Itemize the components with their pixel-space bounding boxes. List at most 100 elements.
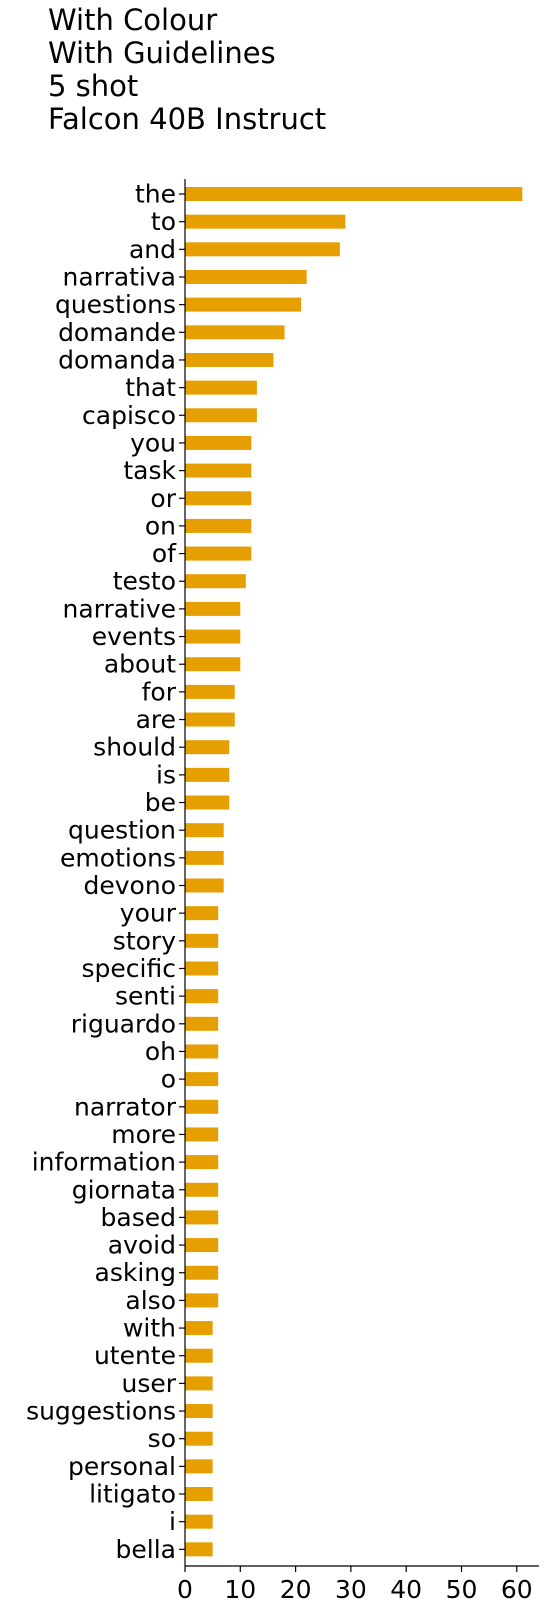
bar xyxy=(185,1044,219,1059)
category-label: question xyxy=(68,816,176,845)
bar xyxy=(185,546,252,561)
bar xyxy=(185,1016,219,1031)
bar xyxy=(185,767,230,782)
category-label: oh xyxy=(145,1037,176,1066)
bar xyxy=(185,1348,213,1363)
bar xyxy=(185,325,285,340)
bar xyxy=(185,1293,219,1308)
category-label: narrator xyxy=(74,1092,177,1121)
bar xyxy=(185,1265,219,1280)
category-label: be xyxy=(145,788,176,817)
category-label: litigato xyxy=(89,1480,176,1509)
bar xyxy=(185,850,224,865)
category-label: user xyxy=(121,1369,176,1398)
category-label: task xyxy=(123,456,176,485)
bar xyxy=(185,933,219,948)
bar xyxy=(185,989,219,1004)
category-label: more xyxy=(111,1120,176,1149)
bar xyxy=(185,1459,213,1474)
category-label: personal xyxy=(68,1452,176,1481)
bar xyxy=(185,1210,219,1225)
category-label: giornata xyxy=(72,1175,176,1204)
category-label: is xyxy=(156,760,176,789)
bar xyxy=(185,878,224,893)
bar xyxy=(185,795,230,810)
bar xyxy=(185,712,235,727)
bar xyxy=(185,518,252,533)
category-label: utente xyxy=(94,1341,176,1370)
category-label: for xyxy=(142,677,177,706)
category-label: or xyxy=(150,484,176,513)
chart-title-line: Falcon 40B Instruct xyxy=(48,102,327,136)
x-tick-label: 20 xyxy=(280,1575,312,1604)
category-label: specific xyxy=(82,954,176,983)
bar xyxy=(185,187,523,201)
x-tick-label: 50 xyxy=(446,1575,478,1604)
bar xyxy=(185,214,346,229)
bar xyxy=(185,629,241,644)
category-label: information xyxy=(32,1148,176,1177)
bar xyxy=(185,1321,213,1336)
bar xyxy=(185,1431,213,1446)
bar xyxy=(185,1404,213,1419)
category-label: emotions xyxy=(60,843,176,872)
category-label: narrativa xyxy=(63,262,176,291)
bar xyxy=(185,435,252,450)
category-label: and xyxy=(129,235,176,264)
bar xyxy=(185,657,241,672)
bar xyxy=(185,601,241,616)
category-label: based xyxy=(101,1203,176,1232)
bar xyxy=(185,1514,213,1529)
x-tick-label: 0 xyxy=(177,1575,193,1604)
bar xyxy=(185,463,252,478)
chart-title-line: With Guidelines xyxy=(48,36,276,70)
category-label: on xyxy=(145,511,176,540)
category-label: senti xyxy=(115,982,176,1011)
category-label: riguardo xyxy=(71,1009,176,1038)
bar xyxy=(185,823,224,838)
bar xyxy=(185,1072,219,1087)
category-label: are xyxy=(136,705,176,734)
bar xyxy=(185,1127,219,1142)
bar xyxy=(185,684,235,699)
category-label: so xyxy=(148,1424,176,1453)
bar xyxy=(185,1542,213,1557)
x-tick-label: 30 xyxy=(335,1575,367,1604)
bars-group xyxy=(185,187,523,1557)
x-tick-label: 10 xyxy=(224,1575,256,1604)
category-labels: thetoandnarrativaquestionsdomandedomanda… xyxy=(26,180,185,1564)
category-label: bella xyxy=(116,1535,176,1564)
category-label: questions xyxy=(55,290,176,319)
chart-title: With Colour With Guidelines 5 shot Falco… xyxy=(48,4,326,136)
category-label: to xyxy=(151,207,176,236)
bar xyxy=(185,906,219,921)
category-label: i xyxy=(169,1507,176,1536)
category-label: also xyxy=(125,1286,176,1315)
category-label: the xyxy=(135,180,176,209)
bar xyxy=(185,740,230,755)
bar xyxy=(185,1182,219,1197)
x-tick-label: 60 xyxy=(501,1575,533,1604)
bar xyxy=(185,574,246,589)
category-label: devono xyxy=(84,871,176,900)
bar xyxy=(185,352,274,367)
chart-title-line: 5 shot xyxy=(48,69,139,103)
bar xyxy=(185,1487,213,1502)
bar xyxy=(185,961,219,976)
category-label: testo xyxy=(113,567,176,596)
bar xyxy=(185,408,257,423)
bar xyxy=(185,1238,219,1253)
category-label: capisco xyxy=(82,401,176,430)
bar xyxy=(185,269,307,284)
category-label: you xyxy=(130,428,176,457)
x-tick-label: 40 xyxy=(390,1575,422,1604)
category-label: your xyxy=(120,899,177,928)
category-label: narrative xyxy=(62,594,176,623)
category-label: asking xyxy=(95,1258,176,1287)
bar xyxy=(185,1376,213,1391)
category-label: domanda xyxy=(58,345,176,374)
category-label: o xyxy=(161,1065,176,1094)
category-label: avoid xyxy=(108,1231,176,1260)
bar xyxy=(185,242,340,257)
